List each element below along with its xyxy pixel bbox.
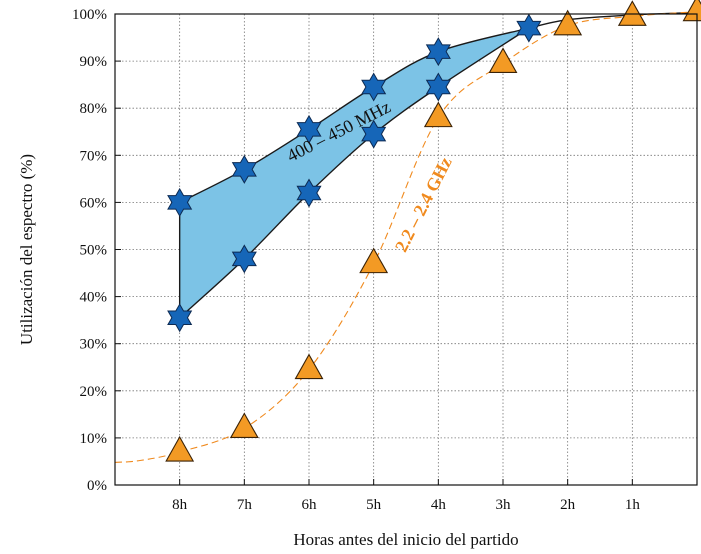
triangle-marker — [682, 0, 701, 22]
triangle-marker — [165, 435, 195, 462]
band-fill — [179, 28, 529, 318]
x-axis-title: Horas antes del inicio del partido — [293, 530, 518, 549]
band-area — [179, 28, 529, 318]
y-tick-label: 30% — [80, 337, 108, 353]
star-marker — [167, 303, 193, 333]
star-marker — [361, 72, 387, 102]
y-tick-label: 90% — [80, 54, 108, 70]
markers — [165, 0, 701, 462]
star-marker — [361, 119, 387, 149]
y-tick-label: 100% — [72, 7, 107, 23]
x-tick-label: 7h — [237, 497, 253, 513]
triangle-marker — [488, 47, 518, 74]
x-tick-label: 1h — [625, 497, 641, 513]
y-axis-title: Utilización del espectro (%) — [17, 154, 36, 345]
x-tick-label: 5h — [366, 497, 382, 513]
axis-ticks: 0% 10% 20% 30% 40% 50% 60% 70% 80% 90% 100% 8h 7h 6h 5… — [72, 7, 640, 513]
triangle-marker — [229, 412, 259, 439]
star-marker — [296, 178, 322, 208]
y-tick-label: 0% — [87, 478, 107, 494]
star-marker — [425, 37, 451, 67]
y-tick-label: 20% — [80, 384, 108, 400]
star-marker — [231, 154, 257, 184]
triangle-marker — [553, 9, 583, 36]
star-marker — [167, 187, 193, 217]
x-tick-label: 6h — [302, 497, 318, 513]
series-label-2ghz: 2.2 – 2.4 GHz — [391, 154, 456, 255]
x-tick-label: 4h — [431, 497, 447, 513]
y-tick-label: 70% — [80, 148, 108, 164]
x-tick-label: 3h — [496, 497, 512, 513]
triangle-marker — [617, 0, 647, 26]
band-tail-line — [528, 11, 698, 29]
x-tick-label: 8h — [172, 497, 188, 513]
y-tick-label: 80% — [80, 101, 108, 117]
star-marker — [296, 114, 322, 144]
star-marker — [516, 13, 542, 43]
star-marker — [425, 72, 451, 102]
y-tick-label: 10% — [80, 431, 108, 447]
star-marker — [231, 244, 257, 274]
y-tick-label: 50% — [80, 243, 108, 259]
triangle-marker — [423, 101, 453, 128]
band-lower-line — [179, 27, 530, 319]
triangle-marker — [359, 247, 389, 274]
y-tick-label: 40% — [80, 290, 108, 306]
y-tick-label: 60% — [80, 195, 108, 211]
x-tick-label: 2h — [560, 497, 576, 513]
triangle-marker — [294, 353, 324, 380]
